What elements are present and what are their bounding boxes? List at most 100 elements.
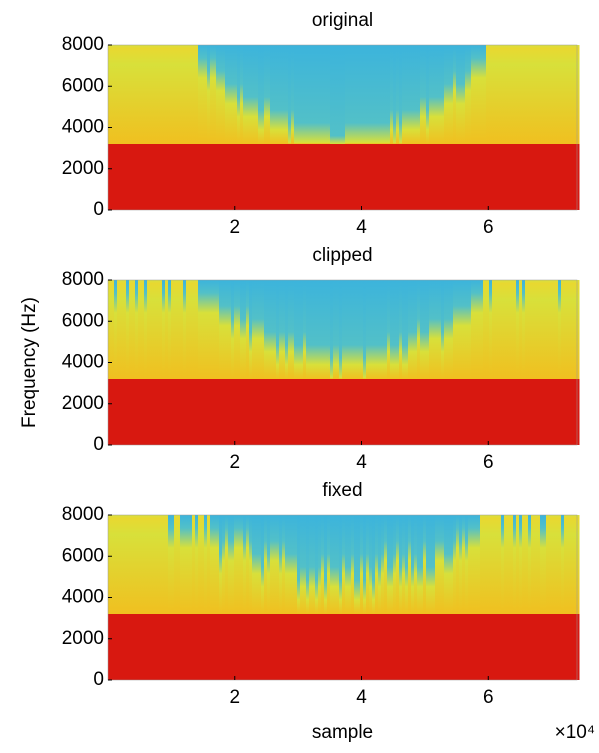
spectrogram-column [195,280,199,445]
spectrogram-column [393,45,397,210]
spectrogram-column [339,45,343,210]
spectrogram-column [168,515,172,680]
spectrogram-column [348,280,352,445]
spectrogram-column [336,45,340,210]
spectrogram-column [501,515,505,680]
y-tick-label: 2000 [62,393,104,414]
spectrogram-column [528,45,532,210]
spectrogram-column [120,280,124,445]
spectrogram-column [357,280,361,445]
spectrogram-column [564,45,568,210]
spectrogram-column [570,45,574,210]
spectrogram-column [111,515,115,680]
spectrogram-column [513,280,517,445]
spectrogram-column [420,515,424,680]
spectrogram-column [198,45,202,210]
x-tick-label: 6 [483,217,494,238]
spectrogram-column [564,515,568,680]
spectrogram-column [273,280,277,445]
spectrogram-column [195,515,199,680]
spectrogram-column [216,515,220,680]
spectrogram-column [465,45,469,210]
spectrogram-column [495,280,499,445]
spectrogram-column [360,280,364,445]
x-tick-label: 2 [229,687,240,708]
spectrogram-column [234,515,238,680]
spectrogram-column [174,515,178,680]
spectrogram-column [486,45,490,210]
spectrogram-column [504,45,508,210]
spectrogram-column [318,280,322,445]
spectrogram-column [291,515,295,680]
spectrogram-column [417,280,421,445]
spectrogram-column [519,45,523,210]
spectrogram-column [555,280,559,445]
spectrogram-column [180,45,184,210]
spectrogram-column [282,45,286,210]
spectrogram-column [159,45,163,210]
spectrogram-column [297,515,301,680]
spectrogram-column [525,45,529,210]
spectrogram [108,45,580,210]
spectrogram-column [351,515,355,680]
spectrogram-column [390,515,394,680]
y-tick-label: 6000 [62,75,104,96]
spectrogram-column [351,280,355,445]
spectrogram-column [423,280,427,445]
spectrogram-column [549,280,553,445]
spectrogram-column [135,45,139,210]
spectrogram-column [486,280,490,445]
spectrogram-column [186,280,190,445]
spectrogram-column [543,45,547,210]
spectrogram-column [258,515,262,680]
y-tick-label: 0 [93,434,104,455]
spectrogram-column [258,280,262,445]
spectrogram-column [384,515,388,680]
spectrogram-column [177,515,181,680]
spectrogram-column [171,280,175,445]
spectrogram-column [210,45,214,210]
spectrogram-column [261,515,265,680]
spectrogram-column [420,45,424,210]
spectrogram-column [219,515,223,680]
spectrogram-column [129,45,133,210]
spectrogram-column [417,45,421,210]
spectrogram-column [480,45,484,210]
spectrogram-column [285,280,289,445]
spectrogram-column [249,45,253,210]
spectrogram-column [486,515,490,680]
spectrogram-column [474,280,478,445]
spectrogram-column [153,280,157,445]
spectrogram-column [381,280,385,445]
spectrogram-column [171,515,175,680]
panel-title: original [312,10,373,31]
spectrogram-column [432,515,436,680]
spectrogram-column [354,515,358,680]
spectrogram-column [336,280,340,445]
spectrogram-column [321,45,325,210]
spectrogram-column [144,45,148,210]
spectrogram-column [369,45,373,210]
spectrogram-column [549,515,553,680]
spectrogram-column [558,45,562,210]
spectrogram-column [237,280,241,445]
spectrogram-column [333,45,337,210]
spectrogram-column [453,280,457,445]
spectrogram-column [516,515,520,680]
spectrogram-column [567,280,571,445]
spectrogram-column [252,280,256,445]
spectrogram-column [279,515,283,680]
spectrogram-column [171,45,175,210]
y-tick-label: 4000 [62,587,104,608]
spectrogram-column [498,515,502,680]
spectrogram-column [375,515,379,680]
spectrogram-column [504,515,508,680]
spectrogram-column [381,45,385,210]
spectrogram-column [540,515,544,680]
spectrogram-column [522,515,526,680]
spectrogram-column [462,45,466,210]
spectrogram-column [327,280,331,445]
spectrogram-column [522,280,526,445]
spectrogram-column [498,45,502,210]
spectrogram-column [411,515,415,680]
